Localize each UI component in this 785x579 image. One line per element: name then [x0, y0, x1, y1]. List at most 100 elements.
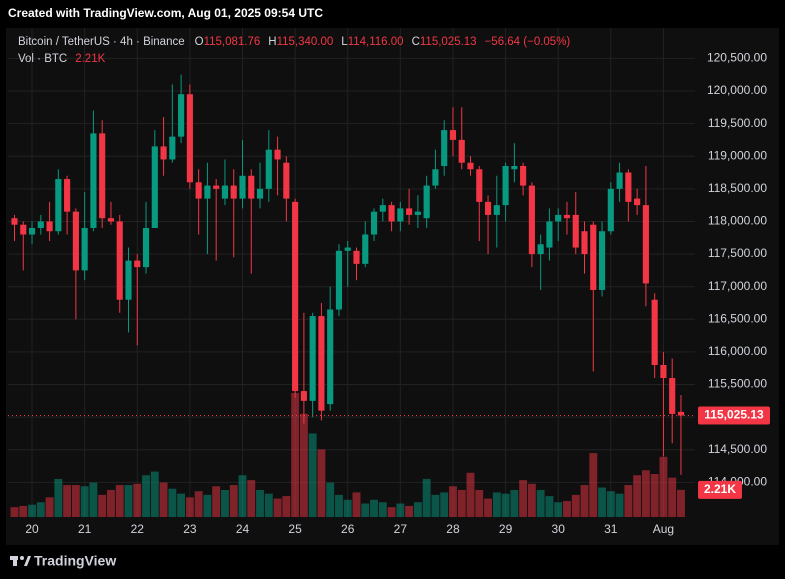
candle-body [555, 214, 562, 222]
volume-bar [554, 502, 563, 517]
volume-bar [256, 489, 264, 517]
volume-bar [571, 494, 580, 517]
candle-body [520, 165, 527, 186]
candle-body [651, 299, 658, 365]
candle-body [476, 169, 483, 202]
volume-bar [589, 453, 598, 517]
candle-body [318, 316, 325, 411]
volume-bar [615, 493, 624, 517]
candle-body [528, 185, 535, 255]
x-tick-label: 26 [341, 522, 355, 536]
candle-body [37, 221, 44, 228]
legend-row: Bitcoin / TetherUS · 4h · Binance O115,08… [18, 36, 570, 48]
volume-bar [431, 494, 440, 517]
candle-body [493, 205, 500, 215]
logo-icon [13, 556, 17, 566]
candle-body [511, 165, 518, 170]
y-tick-label: 120,000.00 [707, 83, 767, 97]
grid [8, 28, 695, 517]
candle-body [406, 208, 413, 215]
x-tick-label: 30 [552, 522, 566, 536]
logo-icon [20, 556, 24, 560]
candle-body [327, 309, 334, 405]
candle-body [221, 185, 229, 199]
candle-body [467, 162, 474, 170]
legend-value: 114,116.00 [348, 36, 404, 48]
volume-bar [492, 492, 501, 517]
candle-body [99, 133, 106, 219]
candle-body [72, 211, 79, 271]
last-volume-label: 2.21K [704, 482, 736, 496]
candle-body [46, 221, 53, 232]
candle-body [20, 224, 27, 235]
candle-body [230, 185, 237, 199]
candle-body [11, 218, 18, 225]
volume-bar [650, 473, 659, 517]
legend-symbol: Bitcoin / TetherUS · 4h · Binance [18, 36, 185, 48]
volume-bar [405, 505, 414, 517]
candle-body [379, 205, 386, 212]
volume-bar [598, 487, 606, 517]
volume-bar [659, 456, 668, 517]
volume-bar [501, 493, 510, 517]
x-tick-label: 20 [25, 522, 39, 536]
volume-bar [677, 489, 685, 517]
candle-body [248, 175, 255, 199]
logo-icon [24, 556, 31, 566]
x-tick-label: 29 [499, 522, 513, 536]
candle-body [669, 378, 676, 414]
volume-bar [115, 485, 124, 517]
x-tick-label: 25 [288, 522, 302, 536]
legend-volume-name: Vol · BTC [18, 53, 67, 65]
volume-bar [475, 489, 484, 517]
candle-body [292, 201, 299, 392]
candle-body [502, 165, 509, 206]
candle-body [81, 227, 88, 271]
volume-bar [10, 507, 19, 517]
volume-bar [71, 485, 80, 517]
y-tick-label: 118,000.00 [708, 214, 767, 228]
y-tick-label: 120,500.00 [707, 51, 767, 65]
candle-body [344, 247, 351, 251]
volume-bar [107, 489, 115, 517]
candle-body [116, 221, 123, 300]
volume-bar [308, 433, 317, 517]
legend-row: Vol · BTC 2.21K [18, 53, 106, 65]
volume-bar [221, 489, 229, 517]
candle-body [309, 316, 316, 401]
volume-bar [63, 485, 72, 517]
volume-bar [282, 496, 291, 517]
volume-bar [80, 486, 89, 517]
volume-bar [45, 497, 54, 517]
candle-body [178, 94, 185, 137]
candle-body [353, 250, 360, 264]
volume-bar [457, 489, 466, 517]
candle-body [370, 211, 378, 235]
y-tick-label: 114,500.00 [708, 442, 767, 456]
volume-bar [606, 491, 615, 517]
candle-body [134, 260, 141, 268]
volume-bar [317, 449, 326, 517]
y-tick-label: 116,500.00 [708, 311, 767, 325]
volume-bar [422, 478, 431, 517]
volume-bar [54, 478, 63, 517]
volume-bar [273, 498, 282, 517]
candle-body [274, 149, 281, 160]
volume-layer [10, 392, 685, 517]
candle-body [28, 227, 36, 235]
candle-body [265, 149, 272, 189]
volume-bar [580, 485, 589, 517]
volume-bar [545, 496, 554, 517]
volume-bar [89, 482, 98, 517]
legend-change: −56.64 (−0.05%) [485, 36, 571, 48]
x-tick-label: Aug [653, 522, 674, 536]
candle-body [581, 231, 588, 255]
last-price-box [698, 406, 770, 425]
candle-body [432, 169, 439, 186]
volume-bar [238, 475, 247, 517]
y-tick-label: 119,000.00 [708, 148, 767, 162]
volume-bar [527, 483, 536, 517]
volume-bar [28, 504, 36, 517]
